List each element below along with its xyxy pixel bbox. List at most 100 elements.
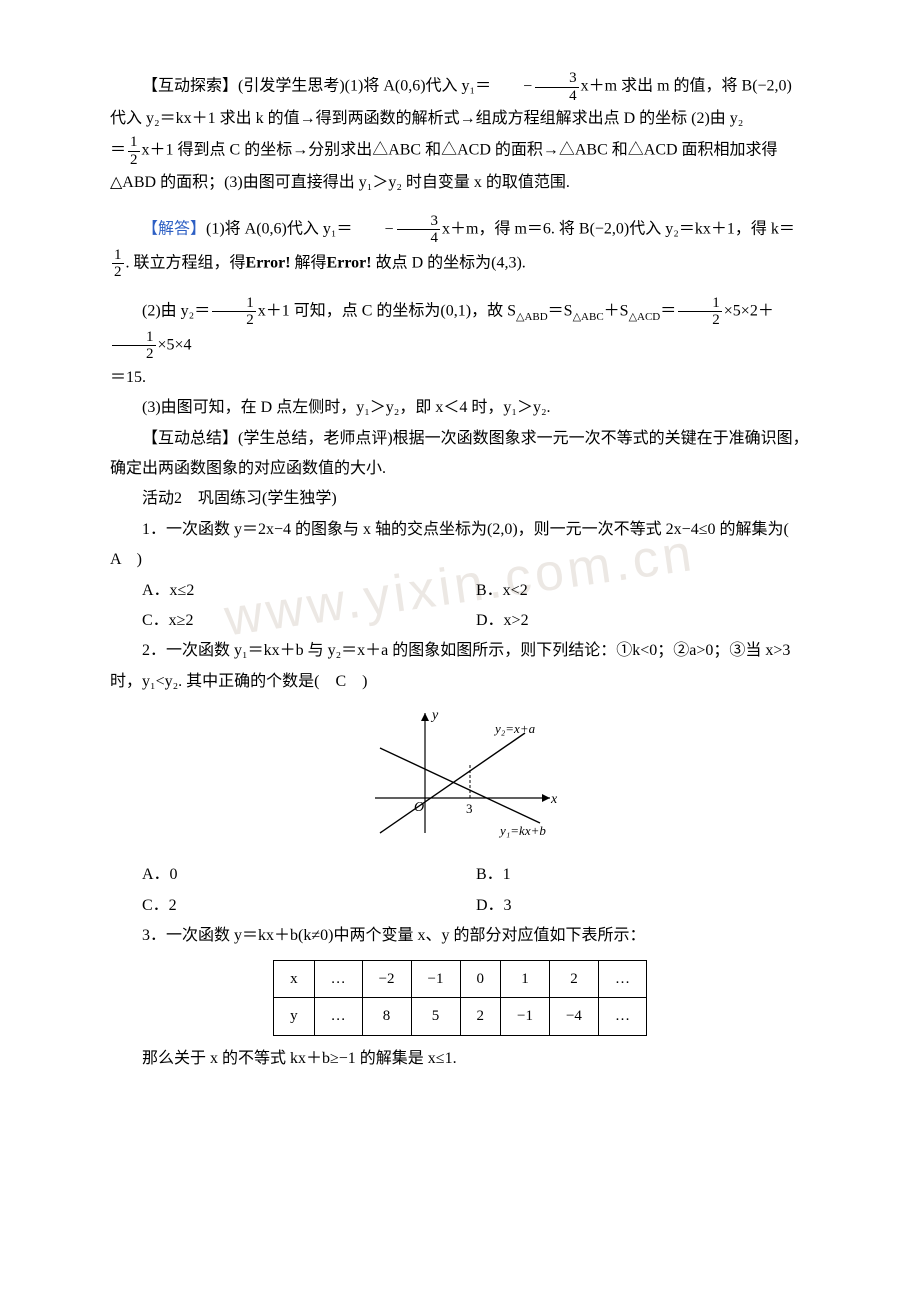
table-cell: 2	[460, 998, 501, 1036]
question-3-answer: 那么关于 x 的不等式 kx＋b≥−1 的解集是 x≤1.	[110, 1044, 810, 1074]
option-c: C．x≥2	[142, 606, 476, 636]
option-b: B．x<2	[476, 576, 810, 606]
table-cell: 5	[411, 998, 460, 1036]
graph-svg: O 3 x y y₂=x+a y₁=kx+b	[355, 703, 565, 843]
den: 2	[112, 264, 124, 281]
num: 3	[535, 70, 579, 88]
fraction: 34	[535, 70, 579, 104]
neg-sign: −	[491, 72, 532, 102]
question-1: 1．一次函数 y＝2x−4 的图象与 x 轴的交点坐标为(2,0)，则一元一次不…	[110, 515, 810, 576]
table-cell: 0	[460, 960, 501, 998]
num: 1	[128, 134, 140, 152]
spacer	[110, 199, 810, 213]
text: 故点 D 的坐标为(4,3).	[372, 254, 526, 271]
origin-label: O	[414, 800, 424, 815]
paragraph-6: 活动2 巩固练习(学生独学)	[110, 484, 810, 514]
text: ＝	[660, 302, 676, 319]
den: 2	[212, 312, 256, 329]
table-cell: …	[314, 960, 362, 998]
option-a: A．0	[142, 860, 476, 890]
y-axis-label: y	[430, 708, 439, 723]
x-arrow-icon	[542, 794, 550, 802]
option-c: C．2	[142, 891, 476, 921]
fraction: 12	[678, 295, 722, 329]
question-3: 3．一次函数 y＝kx＋b(k≠0)中两个变量 x、y 的部分对应值如下表所示：	[110, 921, 810, 951]
den: 2	[678, 312, 722, 329]
paragraph-2b: 12. 联立方程组，得Error! 解得Error! 故点 D 的坐标为(4,3…	[110, 247, 810, 281]
paragraph-1b: 代入 y₂＝kx＋1 求出 k 的值→得到两函数的解析式→组成方程组解求出点 D…	[110, 104, 810, 134]
option-d: D．x>2	[476, 606, 810, 636]
text: x＋1 得到点 C 的坐标→分别求出△ABC 和△ACD 的面积→△ABC 和△…	[142, 142, 778, 159]
text: ×5×2＋	[724, 302, 774, 319]
table-cell: …	[314, 998, 362, 1036]
error-text: Error!	[327, 254, 372, 271]
question-2: 2．一次函数 y₁＝kx＋b 与 y₂＝x＋a 的图象如图所示，则下列结论：①k…	[110, 636, 810, 697]
subscript: △ABC	[573, 311, 604, 323]
table-cell: …	[598, 960, 646, 998]
table-cell: 1	[501, 960, 550, 998]
x-axis-label: x	[550, 792, 558, 807]
graph-figure: O 3 x y y₂=x+a y₁=kx+b	[110, 703, 810, 854]
den: 4	[397, 230, 441, 247]
table-cell: −2	[362, 960, 411, 998]
data-table: x … −2 −1 0 1 2 … y … 8 5 2 −1 −4 …	[273, 960, 647, 1036]
line-y2-label: y₂=x+a	[493, 721, 536, 736]
table-cell: x	[274, 960, 315, 998]
text: x＋m 求出 m 的值，将 B(−2,0)	[581, 78, 792, 95]
text: 【互动探索】(引发学生思考)(1)将 A(0,6)代入 y₁＝	[142, 78, 491, 95]
text: x＋m，得 m＝6. 将 B(−2,0)代入 y₂＝kx＋1，得 k＝	[442, 220, 795, 237]
option-d: D．3	[476, 891, 810, 921]
text: ＝S	[548, 302, 573, 319]
num: 1	[112, 329, 156, 347]
paragraph-1c: ＝12x＋1 得到点 C 的坐标→分别求出△ABC 和△ACD 的面积→△ABC…	[110, 134, 810, 168]
fraction: 34	[397, 213, 441, 247]
x-tick-label: 3	[466, 801, 473, 816]
answer-label: 【解答】	[142, 220, 206, 237]
table-row: y … 8 5 2 −1 −4 …	[274, 998, 647, 1036]
spacer	[110, 281, 810, 295]
text: . 联立方程组，得	[126, 254, 246, 271]
text: ×5×4	[158, 336, 192, 353]
table-cell: y	[274, 998, 315, 1036]
y-arrow-icon	[421, 713, 429, 721]
table-cell: 2	[549, 960, 598, 998]
q2-options: A．0 B．1 C．2 D．3	[142, 860, 810, 921]
table-row: x … −2 −1 0 1 2 …	[274, 960, 647, 998]
paragraph-3: (2)由 y₂＝12x＋1 可知，点 C 的坐标为(0,1)，故 S△ABD＝S…	[110, 295, 810, 363]
num: 1	[112, 247, 124, 265]
fraction: 12	[212, 295, 256, 329]
fraction: 12	[112, 247, 124, 281]
paragraph-3b: ＝15.	[110, 363, 810, 393]
table-cell: −1	[501, 998, 550, 1036]
subscript: △ABD	[516, 311, 548, 323]
paragraph-2: 【解答】(1)将 A(0,6)代入 y₁＝−34x＋m，得 m＝6. 将 B(−…	[110, 213, 810, 247]
error-text: Error!	[246, 254, 291, 271]
num: 1	[212, 295, 256, 313]
num: 1	[678, 295, 722, 313]
option-b: B．1	[476, 860, 810, 890]
table-cell: 8	[362, 998, 411, 1036]
table-cell: −4	[549, 998, 598, 1036]
table-cell: −1	[411, 960, 460, 998]
num: 3	[397, 213, 441, 231]
text: (1)将 A(0,6)代入 y₁＝	[206, 220, 352, 237]
text: x＋1 可知，点 C 的坐标为(0,1)，故 S	[258, 302, 516, 319]
line-y1	[380, 748, 540, 823]
text: ＋S	[604, 302, 629, 319]
q1-options: A．x≤2 B．x<2 C．x≥2 D．x>2	[142, 576, 810, 637]
paragraph-5: 【互动总结】(学生总结，老师点评)根据一次函数图象求一元一次不等式的关键在于准确…	[110, 424, 810, 485]
option-a: A．x≤2	[142, 576, 476, 606]
text: ＝	[110, 142, 126, 159]
fraction: 12	[128, 134, 140, 168]
paragraph-1: 【互动探索】(引发学生思考)(1)将 A(0,6)代入 y₁＝−34x＋m 求出…	[110, 70, 810, 104]
paragraph-4: (3)由图可知，在 D 点左侧时，y₁＞y₂，即 x＜4 时，y₁＞y₂.	[110, 393, 810, 423]
table-cell: …	[598, 998, 646, 1036]
line-y1-label: y₁=kx+b	[498, 823, 546, 838]
text: 解得	[291, 254, 327, 271]
neg-sign: −	[352, 215, 393, 245]
line-y2	[380, 733, 525, 833]
fraction: 12	[112, 329, 156, 363]
paragraph-1d: △ABD 的面积；(3)由图可直接得出 y₁＞y₂ 时自变量 x 的取值范围.	[110, 168, 810, 198]
den: 2	[112, 346, 156, 363]
den: 2	[128, 152, 140, 169]
